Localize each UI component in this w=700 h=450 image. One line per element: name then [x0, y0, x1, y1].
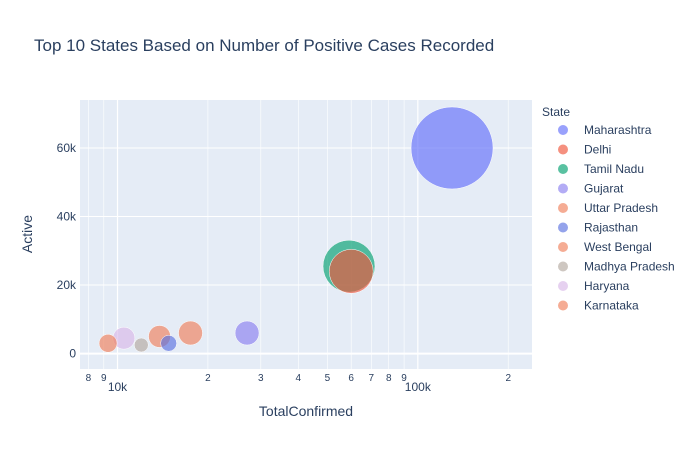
legend-item-haryana[interactable]: Haryana — [558, 279, 630, 293]
legend-label: Maharashtra — [584, 123, 652, 137]
legend-marker — [558, 261, 568, 272]
legend-item-delhi[interactable]: Delhi — [558, 143, 611, 157]
y-tick-label: 20k — [57, 278, 77, 292]
legend-marker — [558, 125, 568, 135]
legend-label: West Bengal — [584, 240, 652, 254]
y-tick-label: 0 — [69, 347, 76, 361]
legend-title: State — [542, 105, 570, 119]
legend-item-rajasthan[interactable]: Rajasthan — [558, 221, 638, 235]
legend-marker — [558, 203, 568, 213]
x-major-tick-label: 10k — [108, 380, 128, 394]
bubble-series — [98, 106, 494, 353]
y-tick-label: 60k — [57, 141, 77, 155]
legend-label: Gujarat — [584, 182, 624, 196]
legend-item-west-bengal[interactable]: West Bengal — [558, 240, 652, 254]
x-minor-tick-label: 8 — [86, 373, 92, 384]
x-minor-tick-label: 4 — [296, 373, 302, 384]
x-minor-tick-label: 5 — [325, 373, 331, 384]
x-minor-tick-label: 9 — [401, 373, 407, 384]
legend: Maharashtra Delhi Tamil Nadu Gujarat Uttar P… — [558, 123, 675, 313]
legend-label: Rajasthan — [584, 221, 638, 235]
legend-item-gujarat[interactable]: Gujarat — [558, 182, 624, 196]
legend-item-karnataka[interactable]: Karnataka — [558, 299, 639, 313]
legend-item-tamil-nadu[interactable]: Tamil Nadu — [558, 162, 644, 176]
x-axis-title: TotalConfirmed — [259, 403, 353, 419]
legend-marker — [558, 183, 568, 194]
bubble-rajasthan[interactable] — [160, 335, 177, 352]
x-minor-tick-label: 2 — [205, 373, 211, 384]
legend-marker — [558, 281, 568, 291]
legend-marker — [558, 222, 568, 233]
bubble-gujarat[interactable] — [234, 320, 260, 346]
legend-label: Delhi — [584, 143, 611, 157]
legend-label: Haryana — [584, 279, 630, 293]
legend-item-madhya-pradesh[interactable]: Madhya Pradesh — [558, 260, 675, 274]
legend-item-uttar-pradesh[interactable]: Uttar Pradesh — [558, 201, 658, 215]
legend-marker — [558, 242, 568, 252]
legend-marker — [558, 164, 568, 174]
legend-marker — [558, 144, 568, 155]
bubble-maharashtra[interactable] — [410, 106, 494, 190]
x-minor-tick-label: 3 — [258, 373, 264, 384]
bubble-madhya-pradesh[interactable] — [134, 337, 149, 353]
legend-label: Karnataka — [584, 299, 639, 313]
legend-label: Tamil Nadu — [584, 162, 644, 176]
bubble-delhi[interactable] — [328, 249, 374, 294]
x-minor-tick-label: 6 — [348, 373, 354, 384]
x-minor-tick-label: 9 — [101, 373, 107, 384]
x-minor-tick-label: 2 — [505, 373, 511, 384]
y-axis-ticks: 0 20k 40k 60k — [57, 141, 77, 361]
chart-title: Top 10 States Based on Number of Positiv… — [34, 36, 494, 55]
grid-lines — [80, 100, 532, 369]
x-minor-tick-label: 7 — [369, 373, 375, 384]
legend-item-maharashtra[interactable]: Maharashtra — [558, 123, 652, 137]
legend-marker — [558, 300, 568, 311]
x-major-tick-label: 100k — [405, 380, 432, 394]
x-minor-tick-label: 8 — [386, 373, 392, 384]
y-axis-title: Active — [19, 215, 35, 253]
legend-label: Uttar Pradesh — [584, 201, 658, 215]
y-tick-label: 40k — [57, 210, 77, 224]
bubble-uttar-pradesh[interactable] — [178, 320, 203, 346]
legend-label: Madhya Pradesh — [584, 260, 675, 274]
bubble-karnataka[interactable] — [98, 334, 118, 353]
